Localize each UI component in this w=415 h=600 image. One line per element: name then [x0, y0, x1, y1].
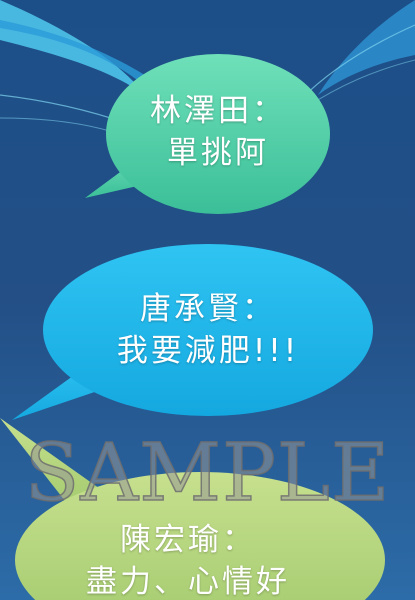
sample-watermark: SAMPLE: [24, 426, 391, 519]
bubble-2-speaker: 唐承賢：: [140, 291, 276, 327]
bubble-3-message: 盡力、心情好: [86, 564, 290, 600]
swoosh-top-left: [0, 0, 145, 95]
bubble-2-body: [43, 244, 373, 416]
bubble-2-message: 我要減肥!!!: [116, 333, 300, 369]
bubble-2-text: 唐承賢： 我要減肥!!!: [78, 288, 338, 372]
bubble-1-speaker: 林澤田：: [150, 93, 286, 129]
bubble-1-body: [106, 54, 330, 214]
speech-bubble-3: [0, 418, 385, 600]
bubble-1-text: 林澤田： 單挑阿: [118, 90, 318, 174]
bubble-3-speaker: 陳宏瑜：: [120, 522, 256, 558]
bubble-3-text: 陳宏瑜： 盡力、心情好: [68, 519, 308, 600]
speech-bubble-1: [85, 54, 330, 214]
bubble-3-body: [15, 472, 385, 600]
swoosh-top-right: [318, 0, 415, 95]
speech-bubble-2: [12, 244, 373, 420]
bubble-1-message: 單挑阿: [167, 135, 269, 171]
